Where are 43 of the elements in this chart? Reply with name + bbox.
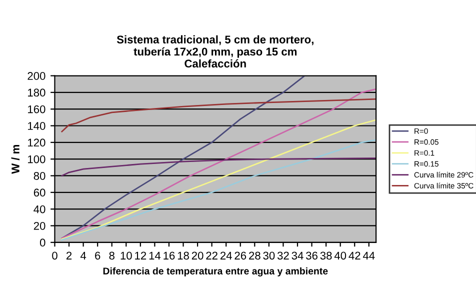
y-tick-label: 60 — [34, 188, 46, 197]
x-tick-label: 22 — [206, 252, 218, 260]
line-series — [61, 88, 376, 239]
y-tick-label: 180 — [28, 88, 46, 97]
x-tick-label: 10 — [120, 252, 132, 260]
x-tick-label: 16 — [164, 252, 175, 260]
x-tick-label: 4 — [80, 252, 86, 260]
line-series — [61, 119, 376, 240]
y-tick-label: 200 — [28, 72, 46, 80]
line-series — [61, 98, 376, 132]
x-tick-label: 36 — [306, 252, 318, 260]
y-tick-label: 140 — [28, 122, 46, 130]
x-tick-label: 20 — [192, 252, 204, 260]
x-tick-label: 30 — [263, 252, 275, 260]
x-axis-title: Diferencia de temperatura entre agua y ambiente — [103, 267, 328, 276]
x-tick-label: 0 — [52, 252, 58, 260]
x-tick-label: 6 — [95, 252, 100, 260]
x-tick-label: 2 — [66, 252, 72, 260]
y-tick-label: 100 — [28, 155, 46, 164]
y-tick-label: 20 — [34, 222, 46, 230]
y-tick-label: 160 — [28, 105, 46, 114]
y-tick-label: 40 — [34, 205, 46, 214]
x-tick-label: 18 — [178, 252, 189, 260]
x-tick-label: 14 — [149, 252, 161, 260]
line-series — [61, 158, 376, 176]
x-tick-label: 24 — [220, 252, 232, 260]
x-tick-label: 40 — [334, 252, 346, 260]
y-tick-label: 120 — [28, 138, 46, 147]
x-tick-label: 26 — [234, 252, 246, 260]
y-tick-label: 0 — [40, 238, 46, 247]
y-axis-title: W / m — [11, 144, 20, 174]
x-tick-label: 32 — [277, 252, 289, 260]
chart-title: Sistema tradicional, 5 cm de mortero, tubería 17x2,0 mm, paso 15 cm Calefacción — [116, 35, 314, 68]
line-series — [61, 76, 306, 239]
x-tick-label: 28 — [249, 252, 260, 260]
line-series — [61, 139, 376, 241]
x-tick-label: 42 — [348, 252, 360, 260]
x-tick-label: 44 — [362, 252, 375, 260]
y-tick-label: 80 — [34, 172, 46, 180]
x-tick-label: 34 — [292, 252, 304, 260]
x-tick-label: 8 — [109, 252, 114, 260]
x-tick-label: 38 — [320, 252, 332, 260]
x-tick-label: 12 — [135, 252, 146, 260]
